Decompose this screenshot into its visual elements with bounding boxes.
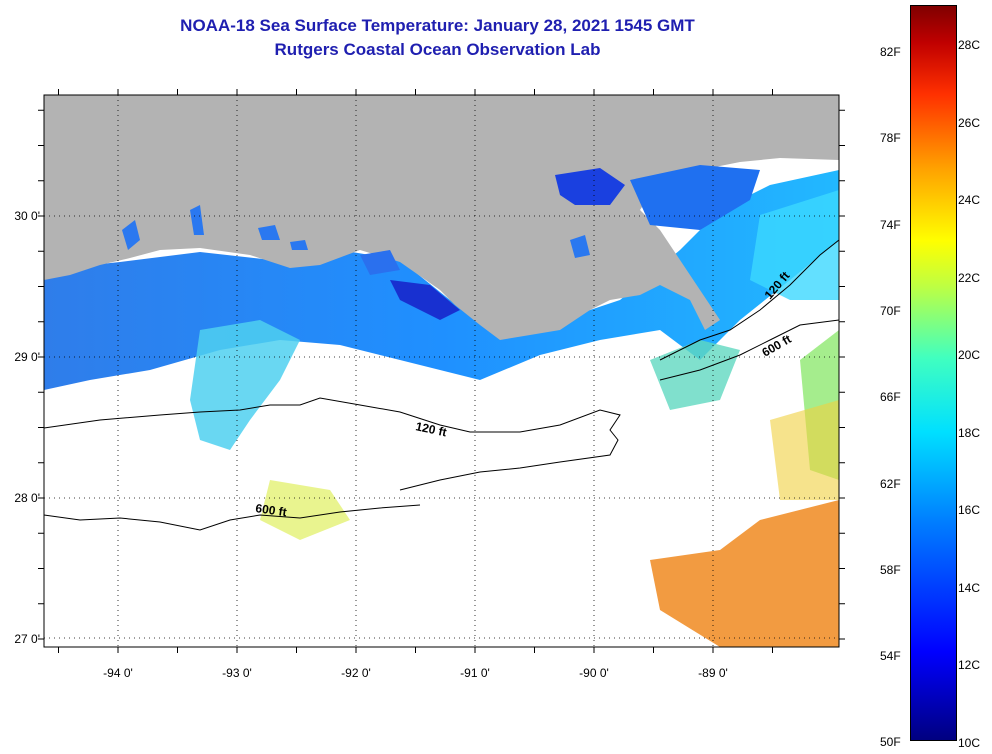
lake-white: [290, 240, 308, 250]
colorbar-fahrenheit-label: 74F: [880, 217, 901, 232]
colorbar-fahrenheit-label: 54F: [880, 649, 901, 664]
colorbar-celsius-label: 26C: [958, 115, 981, 130]
colorbar-fahrenheit-label: 66F: [880, 390, 901, 405]
sst-mid-shelf-cyan: [190, 320, 300, 450]
colorbar-fahrenheit-label: 70F: [880, 303, 901, 318]
land: [44, 95, 839, 340]
colorbar-celsius-label: 22C: [958, 270, 981, 285]
lake-grand: [258, 225, 280, 240]
lake-salvador: [570, 235, 590, 258]
colorbar-fahrenheit-label: 58F: [880, 562, 901, 577]
lat-tick-label: 29 0': [14, 350, 40, 364]
colorbar-celsius-label: 16C: [958, 503, 981, 517]
lake-sabine: [190, 205, 204, 235]
colorbar-fahrenheit-label: 78F: [880, 131, 901, 146]
lon-tick-label: -94 0': [103, 666, 133, 680]
contour-600ft: [44, 504, 421, 531]
lake-calcasieu: [122, 220, 140, 250]
lat-tick-label: 30 0': [14, 209, 40, 223]
lon-tick-label: -92 0': [341, 666, 371, 680]
sst-southeast-orange: [650, 500, 839, 647]
lat-tick-label: 27 0': [14, 632, 40, 646]
colorbar-celsius-label: 12C: [958, 658, 981, 672]
lon-tick-label: -93 0': [222, 666, 252, 680]
colorbar-celsius-label: 28C: [958, 38, 981, 52]
colorbar-fahrenheit-label: 50F: [880, 735, 901, 750]
colorbar-fahrenheit-label: 82F: [880, 45, 901, 59]
map-title: NOAA-18 Sea Surface Temperature: January…: [180, 16, 695, 35]
chandeleur-sound: [630, 165, 760, 230]
contour-label-600ft: 600 ft: [255, 501, 288, 519]
sst-dark-blue-bay: [390, 280, 460, 320]
colorbar-celsius-label: 24C: [958, 193, 981, 207]
lat-tick-label: 28 0': [14, 491, 40, 505]
contour-120ft: [44, 397, 621, 491]
temperature-colorbar: [910, 5, 957, 741]
lon-tick-label: -91 0': [460, 666, 490, 680]
sst-east-cyan: [750, 190, 839, 300]
contour-600ft-east: [659, 319, 839, 381]
colorbar-celsius-label: 18C: [958, 425, 981, 440]
sst-map: 120 ft 600 ft 120 ft 600 ft -94 0' -93 0'…: [14, 89, 845, 680]
colorbar-celsius-label: 14C: [958, 580, 981, 595]
vermilion-bay: [360, 250, 400, 275]
plot-frame: [43, 94, 840, 648]
sst-southeast-yellow: [770, 400, 839, 500]
colorbar-celsius-label: 20C: [958, 348, 981, 362]
contour-120ft-east: [659, 239, 839, 361]
lon-tick-label: -90 0': [579, 666, 609, 680]
lon-tick-label: -89 0': [698, 666, 728, 680]
colorbar-celsius-label: 10C: [958, 735, 981, 750]
colorbar-fahrenheit-label: 62F: [880, 476, 901, 491]
map-subtitle: Rutgers Coastal Ocean Observation Lab: [274, 40, 601, 59]
lake-pontchartrain: [555, 168, 625, 205]
contour-label-120ft: 120 ft: [414, 419, 448, 439]
sst-delta-teal: [650, 340, 740, 410]
sst-southwest-yellow: [260, 480, 350, 540]
